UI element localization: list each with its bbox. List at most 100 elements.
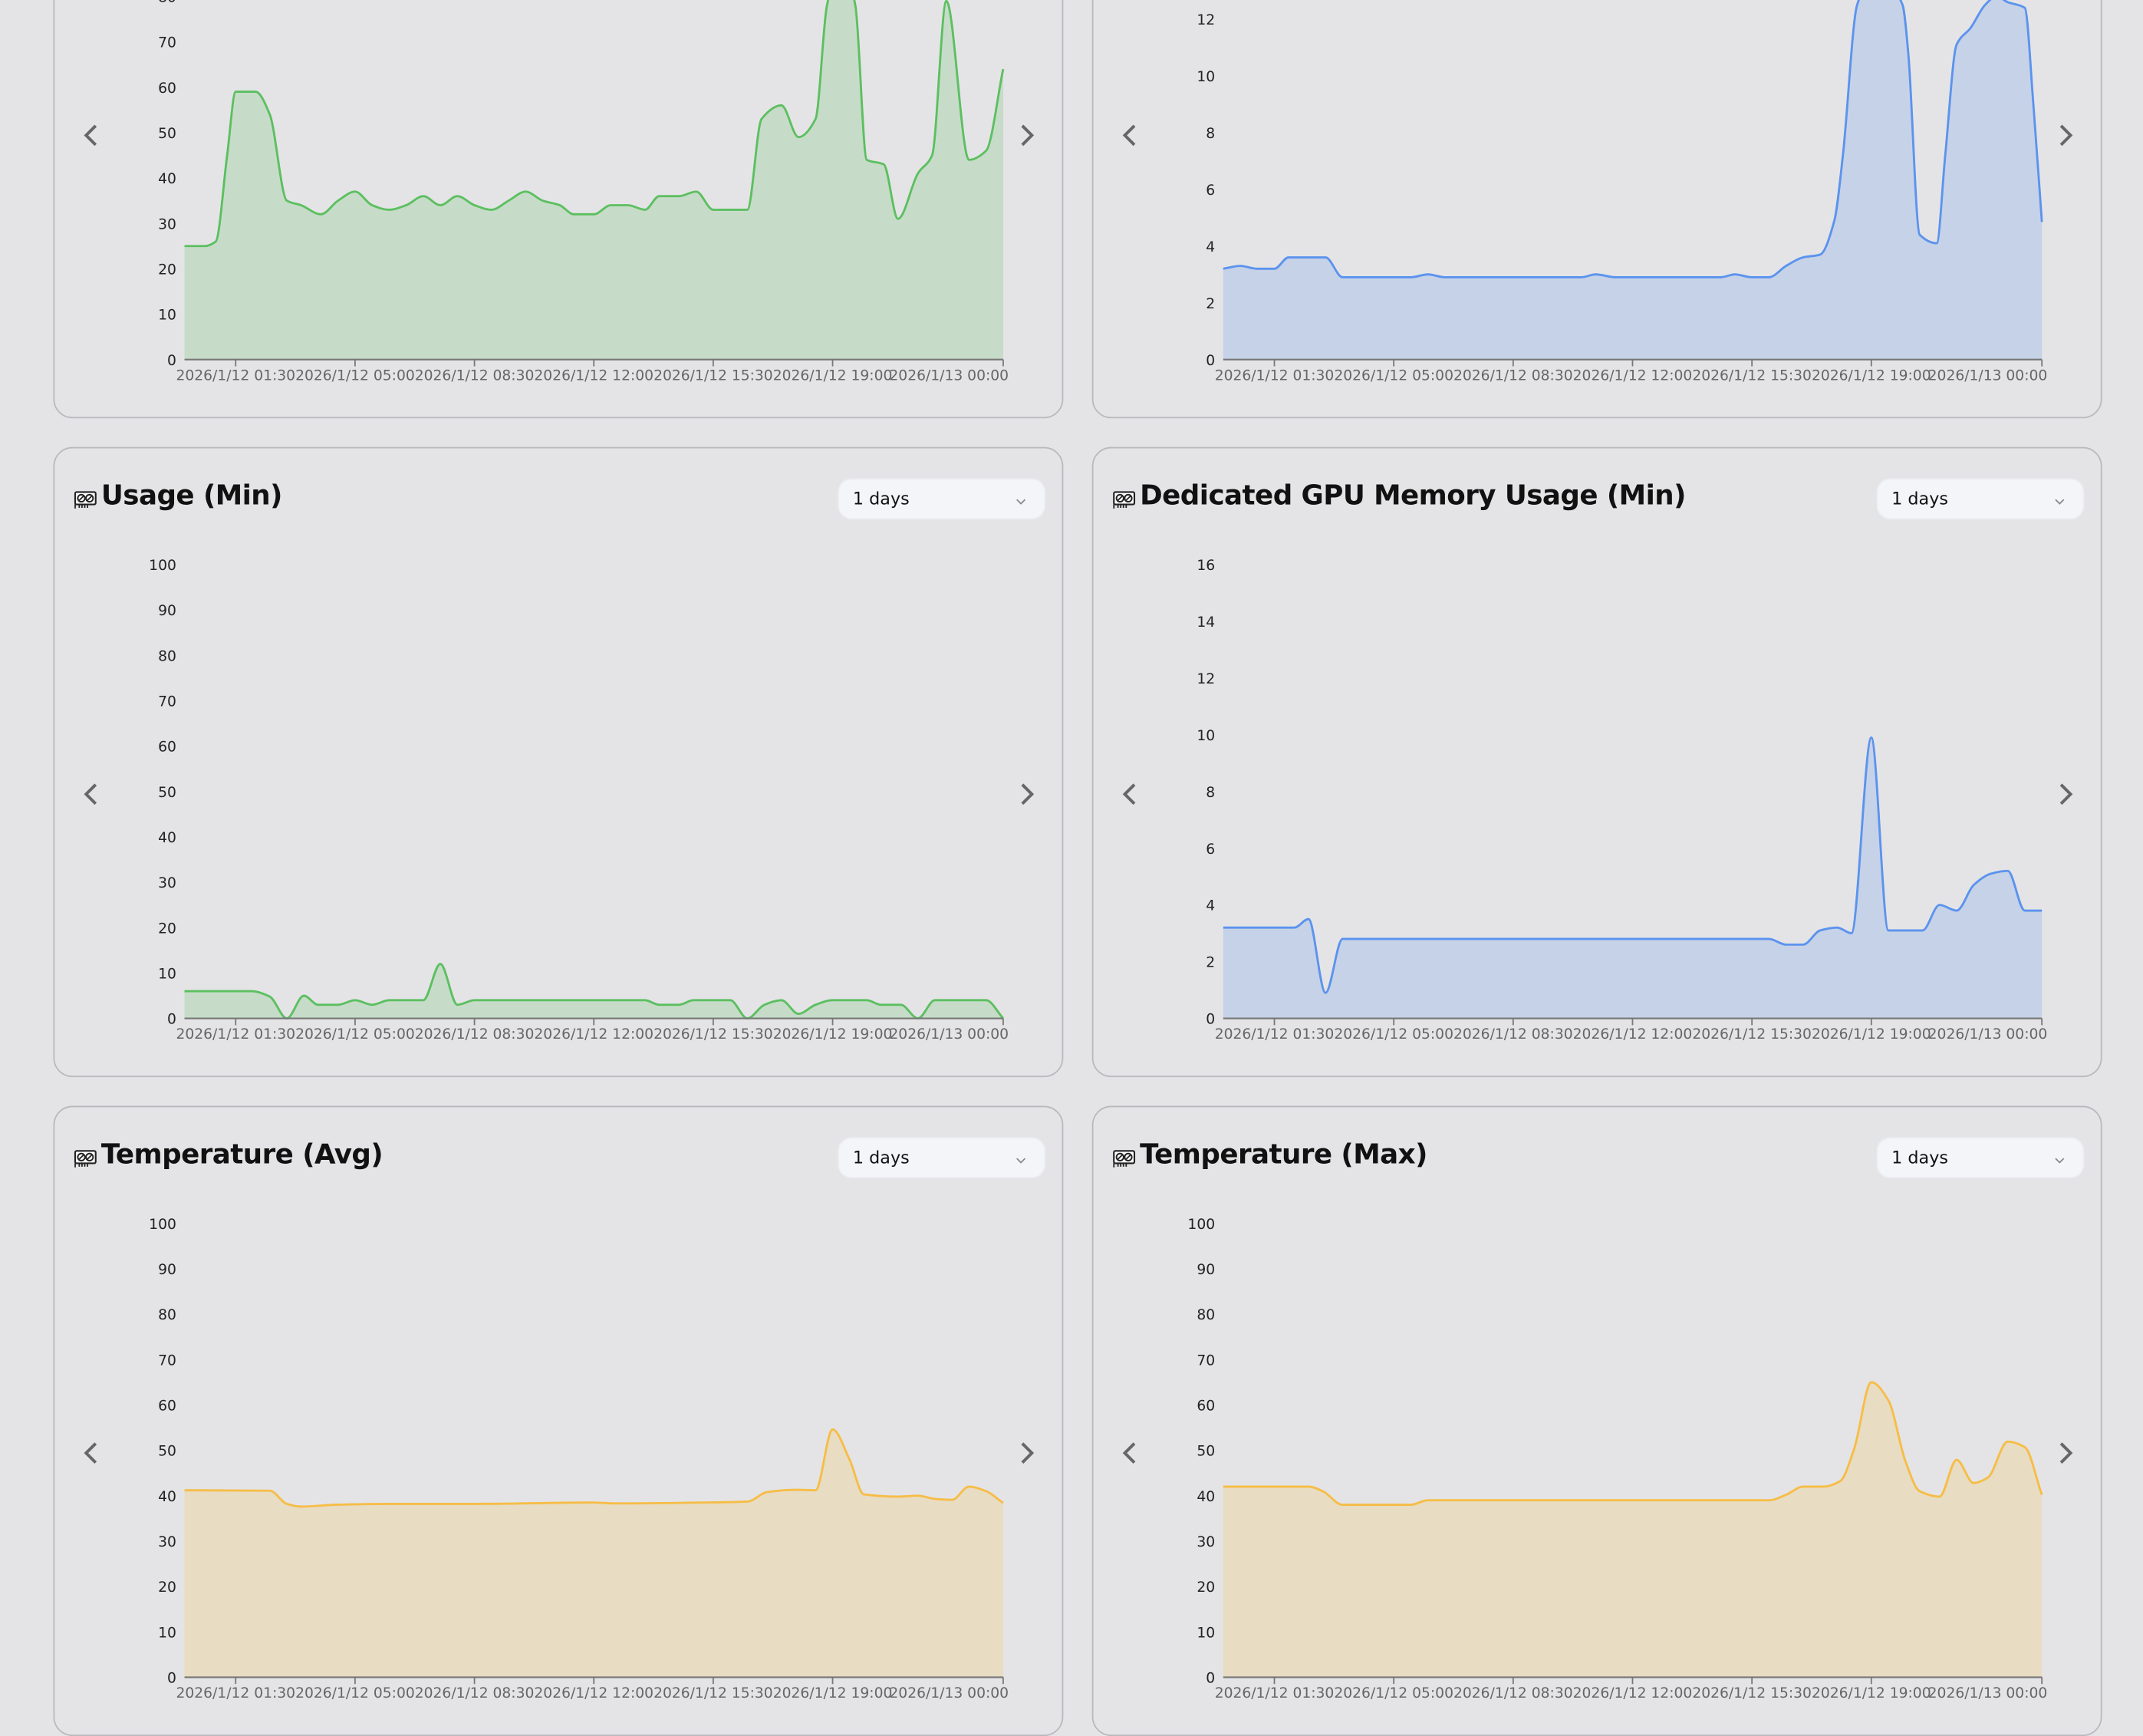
chevron-left-icon[interactable]	[1117, 122, 1144, 150]
area-fill	[184, 964, 1003, 1019]
dropdown-value: 1 days	[1891, 488, 1948, 509]
y-tick-label: 80	[158, 1307, 176, 1323]
y-tick-label: 40	[158, 830, 176, 846]
gpu-card-icon	[74, 1148, 97, 1168]
x-tick-label: 2026/1/12 12:00	[1573, 1026, 1693, 1043]
y-tick-label: 30	[158, 216, 176, 232]
x-tick-label: 2026/1/12 08:30	[415, 1685, 535, 1701]
x-tick-label: 2026/1/12 19:00	[773, 1026, 893, 1043]
x-tick-label: 2026/1/13 00:00	[1928, 1026, 2048, 1043]
y-tick-label: 20	[158, 262, 176, 278]
dropdown-value: 1 days	[852, 1147, 910, 1168]
chevron-left-icon[interactable]	[1117, 1439, 1144, 1467]
y-tick-label: 30	[1197, 1534, 1215, 1550]
x-tick-label: 2026/1/12 12:00	[1573, 1685, 1693, 1701]
y-tick-label: 10	[1197, 1625, 1215, 1641]
chevron-left-icon[interactable]	[1117, 780, 1144, 808]
x-tick-label: 2026/1/12 12:00	[534, 367, 653, 384]
gpu-card-icon	[1112, 1148, 1136, 1168]
y-tick-label: 90	[1197, 1262, 1215, 1278]
chevron-right-icon[interactable]	[2052, 780, 2079, 808]
chevron-left-icon[interactable]	[78, 780, 106, 808]
y-tick-label: 0	[167, 353, 176, 369]
y-tick-label: 70	[158, 1352, 176, 1369]
y-tick-label: 30	[158, 875, 176, 891]
y-tick-label: 8	[1206, 126, 1215, 142]
range-dropdown[interactable]: 1 days	[839, 1138, 1045, 1178]
chevron-right-icon[interactable]	[2052, 1439, 2079, 1467]
x-tick-label: 2026/1/12 01:30	[176, 367, 295, 384]
x-tick-label: 2026/1/12 08:30	[415, 367, 535, 384]
chart-card-temperature-avg: Temperature (Avg) 1 days 0 10 20 30 40 50 60 70…	[53, 1105, 1064, 1736]
area-fill	[1223, 1382, 2043, 1678]
y-tick-label: 16	[1197, 558, 1215, 574]
y-tick-label: 50	[158, 126, 176, 142]
x-tick-label: 2026/1/12 01:30	[1215, 367, 1335, 384]
x-tick-label: 2026/1/12 05:00	[1334, 1685, 1453, 1701]
x-tick-label: 2026/1/12 05:00	[1334, 367, 1453, 384]
series-line	[184, 1428, 1004, 1508]
y-tick-label: 50	[1197, 1444, 1215, 1460]
chevron-right-icon[interactable]	[1012, 1439, 1040, 1467]
series-line	[1223, 736, 2043, 994]
x-tick-label: 2026/1/13 00:00	[889, 367, 1009, 384]
x-tick-label: 2026/1/12 01:30	[176, 1026, 295, 1043]
y-tick-label: 10	[1197, 69, 1215, 85]
x-tick-label: 2026/1/12 12:00	[534, 1685, 653, 1701]
area-fill	[1223, 737, 2043, 1019]
x-tick-label: 2026/1/12 08:30	[1453, 1026, 1573, 1043]
y-tick-label: 14	[1197, 614, 1215, 631]
area-fill	[1223, 0, 2043, 360]
series-line	[184, 963, 1004, 1020]
chart-card-dedicated-memory-min: Dedicated GPU Memory Usage (Min) 1 days …	[1091, 446, 2102, 1078]
x-tick-label: 2026/1/12 15:30	[653, 1685, 773, 1701]
series-line	[1223, 1381, 2043, 1507]
y-tick-label: 10	[158, 1625, 176, 1641]
y-tick-label: 40	[1197, 1489, 1215, 1505]
range-dropdown[interactable]: 1 days	[1878, 1138, 2083, 1178]
x-tick-label: 2026/1/12 08:30	[1453, 1685, 1573, 1701]
x-tick-label: 2026/1/12 19:00	[773, 1685, 893, 1701]
chevron-down-icon	[1014, 1147, 1028, 1164]
y-tick-label: 60	[158, 1398, 176, 1415]
x-tick-label: 2026/1/12 15:30	[1692, 1026, 1812, 1043]
y-tick-label: 20	[158, 921, 176, 937]
chevron-left-icon[interactable]	[78, 122, 106, 150]
gpu-card-icon	[1112, 489, 1136, 509]
y-tick-label: 0	[1206, 353, 1215, 369]
x-tick-label: 2026/1/13 00:00	[889, 1026, 1009, 1043]
y-tick-label: 0	[167, 1671, 176, 1687]
x-tick-label: 2026/1/12 19:00	[1812, 1685, 1931, 1701]
y-tick-label: 90	[158, 603, 176, 619]
y-tick-label: 12	[1197, 12, 1215, 28]
gpu-card-icon	[74, 489, 97, 509]
range-dropdown[interactable]: 1 days	[839, 479, 1045, 519]
chevron-right-icon[interactable]	[1012, 780, 1040, 808]
area-fill	[184, 0, 1003, 360]
series-line	[1223, 0, 2043, 278]
x-tick-label: 2026/1/12 05:00	[295, 1026, 415, 1043]
y-tick-label: 8	[1206, 785, 1215, 801]
y-tick-label: 10	[1197, 728, 1215, 744]
x-tick-label: 2026/1/12 19:00	[773, 367, 893, 384]
x-tick-label: 2026/1/12 15:30	[653, 1026, 773, 1043]
chevron-down-icon	[1014, 488, 1028, 505]
chevron-right-icon[interactable]	[2052, 122, 2079, 150]
card-title: Dedicated GPU Memory Usage (Min)	[1140, 478, 1686, 512]
range-dropdown[interactable]: 1 days	[1878, 479, 2083, 519]
chevron-left-icon[interactable]	[78, 1439, 106, 1467]
y-tick-label: 50	[158, 785, 176, 801]
dropdown-value: 1 days	[1891, 1147, 1948, 1168]
series-line	[184, 0, 1005, 248]
x-tick-label: 2026/1/12 19:00	[1812, 1026, 1931, 1043]
chart-card-temperature-max: Temperature (Max) 1 days 0 10 20 30 40 50 60 70…	[1091, 1105, 2102, 1736]
y-tick-label: 100	[149, 558, 176, 574]
chevron-right-icon[interactable]	[1012, 122, 1040, 150]
